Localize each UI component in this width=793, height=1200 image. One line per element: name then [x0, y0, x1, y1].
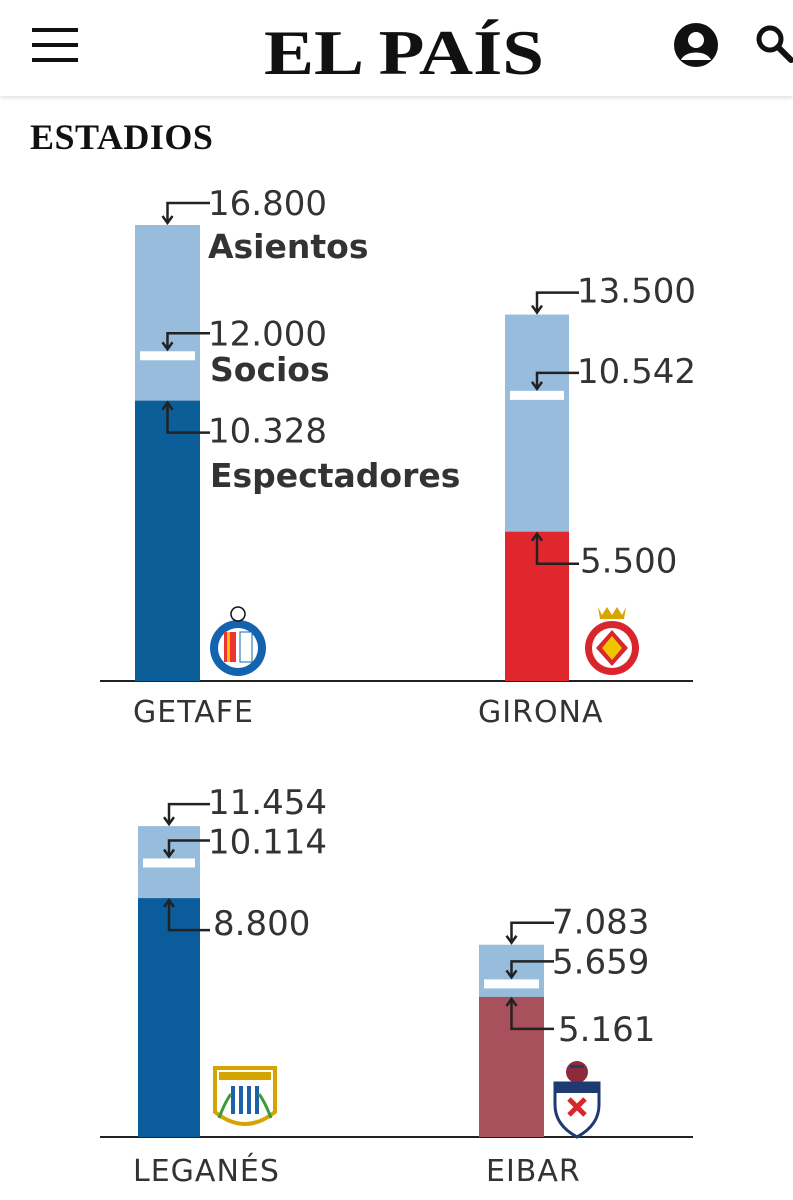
- marker-socios-girona: [510, 390, 564, 400]
- arrowhead-asientos-eibar: [505, 935, 518, 945]
- search-icon[interactable]: [755, 24, 793, 64]
- marker-socios-eibar: [484, 979, 539, 989]
- arrowhead-espectadores-girona: [530, 531, 544, 542]
- arrow-espectadores-getafe: [166, 404, 210, 434]
- arrowhead-socios-getafe: [161, 341, 174, 352]
- arrow-socios-eibar: [510, 960, 554, 976]
- arrowhead-asientos-leganes: [162, 816, 176, 827]
- hamburger-menu-icon[interactable]: [32, 28, 78, 62]
- arrow-socios-getafe: [166, 332, 210, 348]
- legend-asientos: Asientos: [208, 227, 368, 266]
- bar-espectadores-getafe: [135, 400, 200, 681]
- arrowhead-socios-girona: [530, 381, 544, 392]
- value-asientos-getafe: 16.800: [208, 184, 327, 224]
- arrow-espectadores-eibar: [510, 1000, 554, 1031]
- value-socios-leganes: 10.114: [208, 822, 327, 862]
- team-label-leganes: LEGANÉS: [133, 1153, 280, 1189]
- bars-layer: [135, 225, 569, 1137]
- el-pais-logo[interactable]: EL PAÍS: [262, 6, 547, 82]
- arrowhead-asientos-girona: [530, 304, 544, 315]
- marker-socios-leganes: [143, 858, 195, 868]
- legend-espectadores: Espectadores: [210, 456, 460, 495]
- arrowhead-socios-eibar: [505, 969, 518, 980]
- value-asientos-girona: 13.500: [577, 272, 696, 312]
- team-label-eibar: EIBAR: [486, 1154, 581, 1189]
- user-account-icon[interactable]: [673, 22, 719, 68]
- arrowhead-asientos-getafe: [161, 215, 174, 226]
- value-asientos-leganes: 11.454: [208, 783, 327, 823]
- team-label-girona: GIRONA: [478, 695, 604, 730]
- girona-crest-icon: [585, 607, 639, 675]
- leganes-crest-icon: [213, 1066, 277, 1126]
- value-espectadores-girona: 5.500: [580, 542, 677, 582]
- arrow-asientos-eibar: [510, 921, 554, 941]
- site-header: EL PAÍS: [0, 0, 793, 96]
- arrow-asientos-getafe: [166, 201, 210, 221]
- bar-espectadores-leganes: [138, 898, 200, 1137]
- getafe-crest-icon: [210, 606, 266, 676]
- value-espectadores-leganes: 8.800: [213, 904, 310, 944]
- value-socios-girona: 10.542: [577, 352, 696, 392]
- arrow-espectadores-leganes: [167, 902, 210, 932]
- value-asientos-eibar: 7.083: [552, 903, 649, 943]
- value-socios-getafe: 12.000: [208, 314, 327, 354]
- arrow-asientos-girona: [535, 291, 579, 311]
- arrowhead-espectadores-eibar: [505, 996, 518, 1007]
- arrowhead-espectadores-leganes: [162, 897, 176, 908]
- logo-text: EL PAÍS: [264, 17, 544, 82]
- arrow-espectadores-girona: [535, 535, 579, 565]
- value-espectadores-eibar: 5.161: [558, 1010, 655, 1050]
- value-socios-eibar: 5.659: [552, 942, 649, 982]
- marker-socios-getafe: [140, 351, 195, 361]
- annotations-layer: 16.800 12.000 10.328 13.500 10.542 5.500 11.45…: [161, 184, 696, 1050]
- team-label-getafe: GETAFE: [133, 695, 254, 730]
- arrowhead-espectadores-getafe: [161, 400, 174, 411]
- section-title: ESTADIOS: [30, 117, 214, 157]
- value-espectadores-getafe: 10.328: [208, 412, 327, 452]
- eibar-crest-icon: [553, 1061, 601, 1139]
- arrow-asientos-leganes: [167, 802, 210, 823]
- arrow-socios-leganes: [167, 839, 210, 855]
- legend-socios: Socios: [210, 350, 330, 389]
- arrow-socios-girona: [535, 371, 579, 387]
- arrowhead-socios-leganes: [162, 848, 176, 859]
